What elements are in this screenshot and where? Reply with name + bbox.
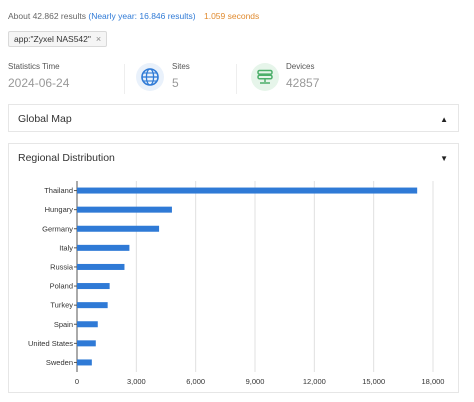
regional-distribution-header[interactable]: Regional Distribution ▼ [9,144,458,172]
category-label: Russia [50,262,74,271]
bar [77,206,172,213]
x-tick-label: 18,000 [422,377,445,386]
x-tick-label: 9,000 [246,377,265,386]
stat-value: 5 [172,76,179,90]
bar [77,187,418,194]
x-tick-label: 0 [75,377,79,386]
close-icon[interactable]: × [95,34,102,44]
bar [77,244,130,251]
category-label: Italy [59,243,73,252]
results-count: About 42.862 results [8,11,86,21]
stat-statistics-time: Statistics Time 2024-06-24 [8,62,69,90]
stat-devices: Devices 42857 [286,62,319,90]
category-label: Thailand [44,186,73,195]
results-summary: About 42.862 results (Nearly year: 16.84… [8,11,259,21]
stat-label: Devices [286,62,315,71]
divider [124,64,125,94]
bar [77,340,96,347]
stat-sites: Sites 5 [172,62,190,90]
server-stack-icon [251,63,279,91]
x-tick-label: 12,000 [303,377,326,386]
query-tag-text: app:"Zyxel NAS542" [14,34,91,44]
bar [77,359,92,366]
panel-title: Regional Distribution [18,152,115,164]
category-label: Turkey [50,301,73,310]
stat-label: Sites [172,62,190,71]
bar [77,302,108,309]
bar-chart-svg: 0 3,000 6,000 9,000 12,000 15,000 18,000 Thaila… [28,181,445,386]
divider [236,64,237,94]
stat-label: Statistics Time [8,62,60,71]
regional-bar-chart: 0 3,000 6,000 9,000 12,000 15,000 18,000 Thaila… [9,175,458,390]
x-tick-label: 3,000 [127,377,146,386]
category-label: Spain [54,320,73,329]
stat-value: 42857 [286,76,320,90]
caret-down-icon[interactable]: ▼ [440,153,448,163]
regional-distribution-panel: Regional Distribution ▼ 0 3,000 6,000 9,000… [8,143,459,393]
globe-icon [136,63,164,91]
global-map-panel: Global Map ▲ [8,104,459,132]
category-label: Germany [42,224,73,233]
caret-up-icon[interactable]: ▲ [440,114,448,124]
category-label: Poland [50,282,73,291]
x-tick-label: 6,000 [186,377,205,386]
category-label: Sweden [46,358,73,367]
results-time: 1.059 seconds [203,11,260,21]
global-map-header[interactable]: Global Map ▲ [9,105,458,133]
results-nearly-year[interactable]: (Nearly year: 16.846 results) [88,11,196,21]
stat-value: 2024-06-24 [8,76,70,90]
category-label: Hungary [45,205,74,214]
x-tick-label: 15,000 [362,377,385,386]
bar [77,263,125,270]
bar [77,321,98,328]
bar [77,225,160,232]
bar [77,283,110,290]
query-tag[interactable]: app:"Zyxel NAS542" × [8,31,108,47]
panel-title: Global Map [18,113,72,125]
category-label: United States [28,339,73,348]
